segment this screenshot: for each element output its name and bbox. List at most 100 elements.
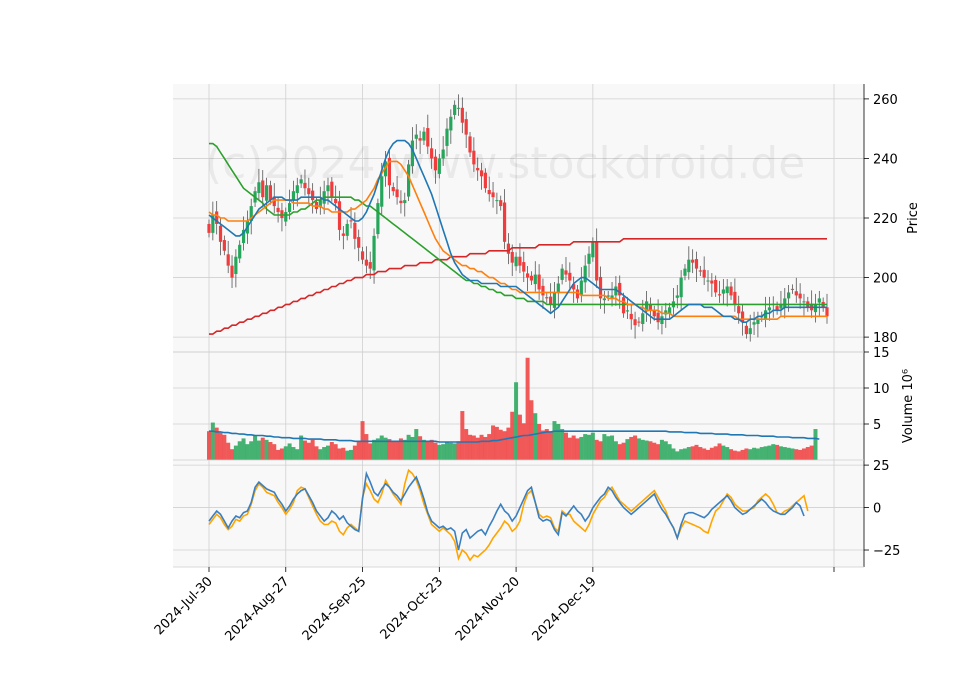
candle-body bbox=[787, 292, 791, 299]
oscillator-tick-label: 25 bbox=[873, 459, 890, 474]
volume-bar bbox=[310, 439, 315, 460]
candle-body bbox=[514, 256, 518, 267]
candle-body bbox=[637, 321, 641, 323]
candle-body bbox=[583, 265, 587, 283]
candle-body bbox=[783, 298, 787, 308]
candle-body bbox=[790, 288, 795, 290]
candle-body bbox=[602, 298, 606, 301]
volume-bar bbox=[230, 449, 235, 460]
volume-bar bbox=[322, 447, 327, 460]
candle-body bbox=[391, 187, 395, 192]
volume-bar bbox=[456, 441, 461, 460]
candle-body bbox=[479, 170, 484, 177]
candle-body bbox=[487, 190, 491, 195]
x-tick-label: 2024-Sep-25 bbox=[300, 574, 370, 644]
volume-bar bbox=[387, 439, 392, 460]
candle-body bbox=[702, 269, 706, 278]
volume-bar bbox=[398, 438, 403, 460]
price-tick-label: 260 bbox=[873, 93, 898, 108]
candle-body bbox=[222, 240, 226, 251]
volume-bar bbox=[487, 434, 492, 460]
candle-body bbox=[241, 229, 246, 244]
volume-bar bbox=[448, 442, 453, 460]
volume-bar bbox=[729, 449, 734, 460]
candle-body bbox=[817, 298, 821, 303]
candle-body bbox=[579, 280, 583, 295]
candle-body bbox=[495, 200, 499, 202]
volume-bar bbox=[329, 442, 334, 460]
volume-bar bbox=[333, 444, 338, 460]
volume-panel bbox=[207, 357, 820, 460]
volume-bar bbox=[587, 434, 592, 460]
volume-bar bbox=[602, 434, 607, 460]
candle-body bbox=[510, 251, 514, 263]
volume-bar bbox=[256, 440, 261, 460]
candle-body bbox=[226, 254, 230, 266]
volume-bar bbox=[706, 449, 711, 460]
grid-lines bbox=[173, 84, 864, 567]
price-panel bbox=[207, 94, 829, 342]
volume-bar bbox=[429, 439, 434, 460]
candle-body bbox=[560, 268, 564, 280]
volume-bar bbox=[606, 436, 611, 460]
oscillator-panel bbox=[208, 468, 809, 562]
candle-body bbox=[721, 289, 725, 294]
volume-bar bbox=[260, 437, 265, 460]
ma-fast-line bbox=[208, 139, 827, 324]
candle-body bbox=[218, 225, 223, 242]
candle-body bbox=[403, 200, 407, 204]
candle-body bbox=[249, 206, 253, 221]
volume-bar bbox=[444, 442, 449, 460]
volume-bar bbox=[548, 431, 553, 460]
candle-body bbox=[610, 295, 614, 299]
volume-bar bbox=[341, 447, 346, 460]
volume-bar bbox=[494, 426, 499, 460]
candle-body bbox=[341, 233, 345, 236]
oscillator-tick-label: −25 bbox=[873, 544, 900, 559]
volume-bar bbox=[506, 427, 511, 460]
candle-body bbox=[825, 307, 829, 317]
volume-bar bbox=[433, 442, 438, 460]
volume-bar bbox=[813, 429, 818, 460]
volume-bar bbox=[268, 442, 273, 460]
candle-body bbox=[683, 268, 687, 276]
candle-body bbox=[537, 274, 541, 290]
volume-bar bbox=[402, 439, 407, 460]
price-axis-label: Price bbox=[906, 202, 921, 234]
volume-bar bbox=[786, 447, 791, 460]
candle-body bbox=[288, 203, 292, 213]
volume-bar bbox=[567, 437, 572, 460]
ma-slow-line bbox=[209, 142, 827, 306]
volume-bar bbox=[805, 447, 810, 460]
volume-bar bbox=[253, 435, 258, 460]
volume-bar bbox=[671, 448, 676, 460]
volume-bar bbox=[379, 435, 384, 460]
candle-body bbox=[798, 293, 802, 299]
candle-body bbox=[652, 310, 656, 317]
candle-body bbox=[357, 237, 361, 248]
volume-bar bbox=[514, 382, 519, 460]
candle-body bbox=[376, 203, 380, 235]
volume-bar bbox=[682, 448, 687, 460]
candle-body bbox=[644, 301, 649, 312]
oscillator-line-1 bbox=[208, 470, 805, 551]
volume-bar bbox=[717, 443, 722, 460]
volume-bar bbox=[748, 449, 753, 460]
volume-bar bbox=[287, 443, 292, 460]
volume-bar bbox=[721, 445, 726, 460]
candle-body bbox=[234, 256, 238, 274]
volume-bar bbox=[694, 444, 699, 460]
candle-body bbox=[598, 276, 603, 299]
volume-bar bbox=[686, 447, 691, 460]
volume-bar bbox=[560, 429, 565, 460]
volume-bar bbox=[510, 411, 515, 460]
candle-body bbox=[407, 164, 411, 197]
candle-body bbox=[364, 259, 368, 266]
candle-body bbox=[280, 210, 284, 218]
volume-bar bbox=[633, 435, 638, 460]
ma-long-line bbox=[209, 238, 827, 335]
candle-body bbox=[625, 310, 629, 312]
candle-body bbox=[687, 259, 691, 273]
x-tick-label: 2024-Dec-19 bbox=[530, 574, 600, 644]
volume-bar bbox=[395, 442, 400, 460]
